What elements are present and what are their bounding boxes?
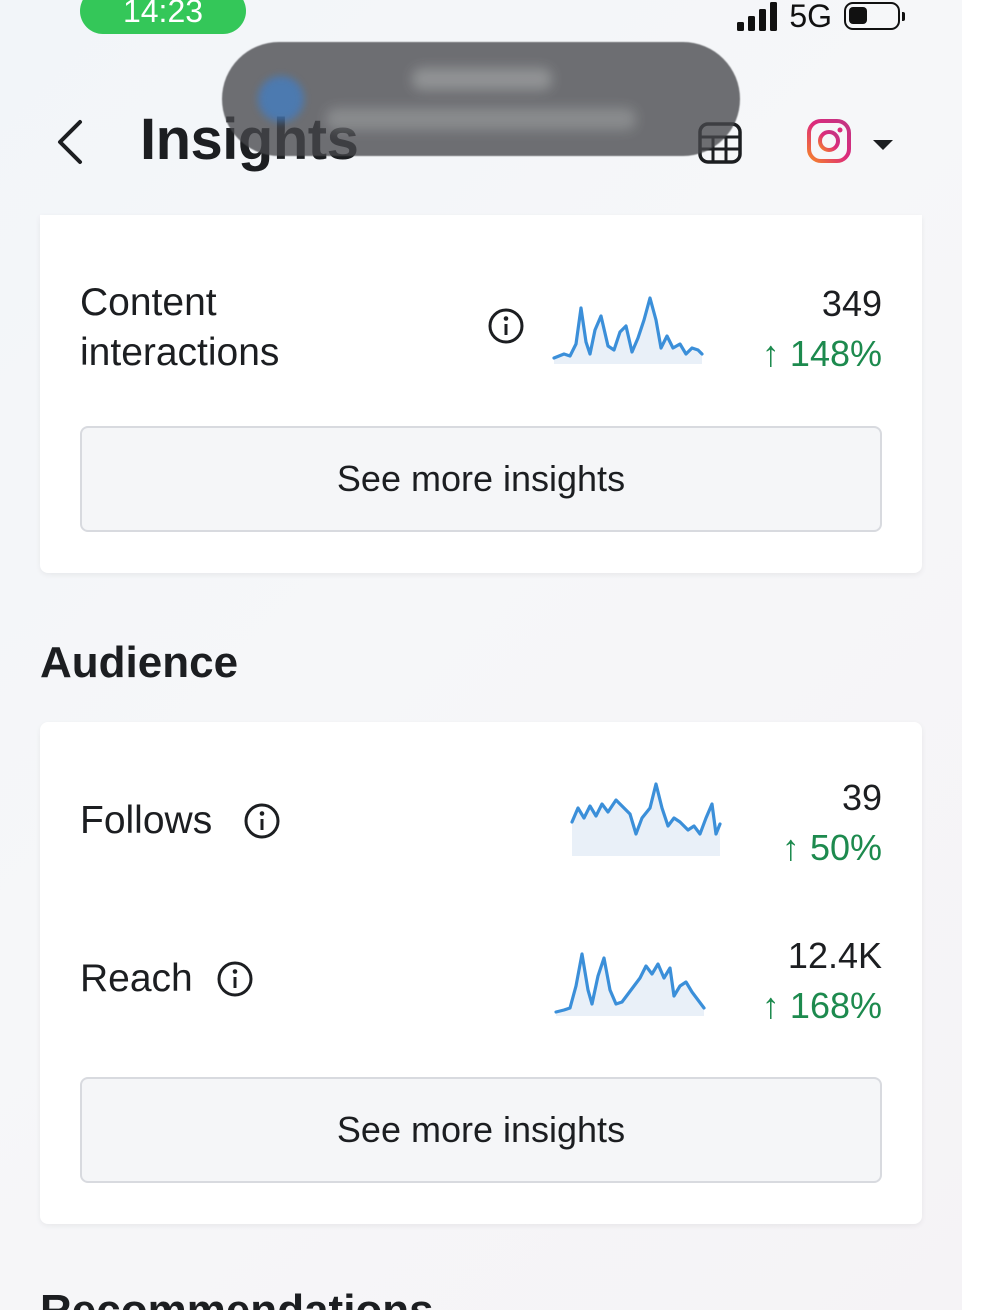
audience-card: Follows 39 ↑ 50% Reach 12.4K ↑ 168% See … [40, 722, 922, 1224]
arrow-up-icon: ↑ [781, 827, 810, 868]
info-icon[interactable] [215, 959, 255, 1004]
status-time: 14:23 [80, 0, 246, 34]
see-more-insights-button[interactable]: See more insights [80, 426, 882, 532]
content-interactions-sparkline [552, 296, 704, 364]
overview-card: Content interactions 349 ↑ 148% See more… [40, 215, 922, 573]
network-type: 5G [789, 0, 832, 34]
audience-heading: Audience [40, 638, 239, 687]
reach-sparkline [554, 952, 706, 1016]
follows-sparkline [570, 782, 722, 856]
back-chevron-icon[interactable] [52, 116, 88, 173]
content-interactions-change: ↑ 148% [761, 333, 882, 374]
reach-label: Reach [80, 957, 193, 1000]
follows-change: ↑ 50% [781, 827, 882, 868]
blurred-notification-overlay [222, 42, 740, 156]
caret-down-icon[interactable] [871, 138, 895, 157]
arrow-up-icon: ↑ [761, 985, 790, 1026]
content-interactions-value: 349 [821, 283, 882, 324]
status-indicators: 5G [737, 0, 905, 38]
arrow-up-icon: ↑ [761, 333, 790, 374]
see-more-insights-button[interactable]: See more insights [80, 1077, 882, 1183]
reach-change: ↑ 168% [761, 985, 882, 1026]
info-icon[interactable] [242, 801, 282, 846]
content-interactions-label: Content interactions [80, 281, 280, 374]
signal-icon [737, 1, 778, 31]
battery-icon [844, 2, 905, 30]
instagram-icon[interactable] [806, 118, 852, 169]
screen: 14:23 5G Insights [0, 0, 962, 1310]
recommendations-heading: Recommendations [40, 1286, 434, 1310]
follows-label: Follows [80, 799, 213, 842]
screen-edge [962, 0, 1000, 1310]
follows-value: 39 [841, 777, 882, 818]
reach-value: 12.4K [787, 935, 882, 976]
info-icon[interactable] [486, 306, 526, 351]
